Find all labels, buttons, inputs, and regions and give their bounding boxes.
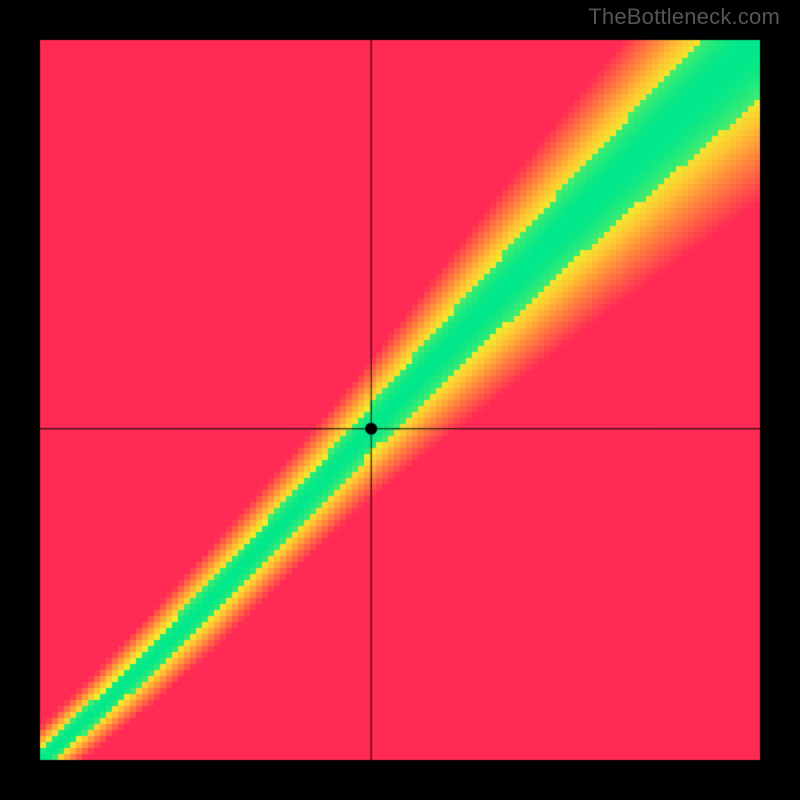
heatmap-canvas [0, 0, 800, 800]
watermark-label: TheBottleneck.com [588, 4, 780, 30]
chart-container: TheBottleneck.com [0, 0, 800, 800]
